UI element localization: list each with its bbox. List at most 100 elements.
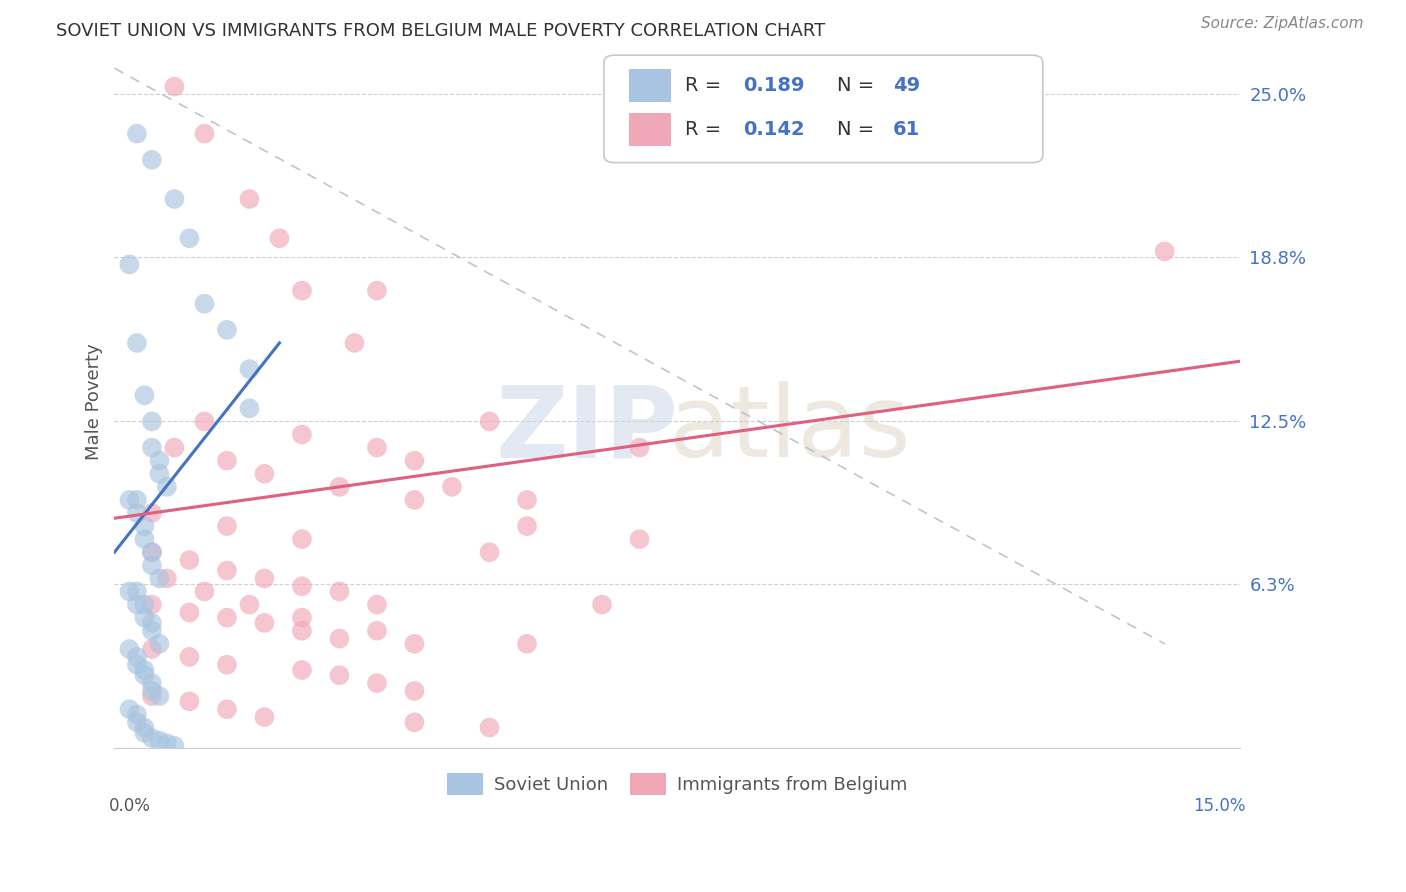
Point	[238, 192, 260, 206]
Point	[215, 519, 238, 533]
Point	[328, 668, 350, 682]
Point	[125, 649, 148, 664]
Point	[215, 657, 238, 672]
Point	[141, 506, 163, 520]
Point	[141, 676, 163, 690]
Point	[215, 702, 238, 716]
FancyBboxPatch shape	[628, 69, 672, 103]
Point	[628, 441, 651, 455]
Point	[591, 598, 613, 612]
Point	[1153, 244, 1175, 259]
Point	[163, 79, 186, 94]
Point	[478, 721, 501, 735]
Point	[125, 506, 148, 520]
Point	[141, 689, 163, 703]
Text: 61: 61	[893, 120, 921, 139]
Point	[516, 519, 538, 533]
Point	[156, 736, 179, 750]
Point	[156, 480, 179, 494]
Point	[179, 553, 201, 567]
Point	[141, 441, 163, 455]
Point	[478, 545, 501, 559]
Point	[134, 721, 156, 735]
Point	[215, 564, 238, 578]
Point	[179, 231, 201, 245]
Text: SOVIET UNION VS IMMIGRANTS FROM BELGIUM MALE POVERTY CORRELATION CHART: SOVIET UNION VS IMMIGRANTS FROM BELGIUM …	[56, 22, 825, 40]
Point	[163, 739, 186, 753]
Point	[118, 584, 141, 599]
Point	[141, 624, 163, 638]
Point	[404, 715, 426, 730]
Point	[134, 663, 156, 677]
Point	[148, 453, 170, 467]
Point	[134, 532, 156, 546]
Point	[141, 684, 163, 698]
Text: 0.189: 0.189	[744, 76, 804, 95]
Point	[163, 441, 186, 455]
Point	[628, 532, 651, 546]
Point	[141, 558, 163, 573]
Point	[125, 707, 148, 722]
Point	[253, 710, 276, 724]
Point	[148, 467, 170, 481]
Point	[118, 492, 141, 507]
Point	[134, 598, 156, 612]
Point	[269, 231, 291, 245]
Point	[291, 610, 314, 624]
Legend: Soviet Union, Immigrants from Belgium: Soviet Union, Immigrants from Belgium	[440, 765, 914, 802]
Point	[440, 480, 463, 494]
Point	[134, 668, 156, 682]
Text: Source: ZipAtlas.com: Source: ZipAtlas.com	[1201, 16, 1364, 31]
Point	[125, 335, 148, 350]
Point	[141, 545, 163, 559]
Text: 0.0%: 0.0%	[108, 797, 150, 815]
Text: 49: 49	[893, 76, 920, 95]
Point	[328, 584, 350, 599]
Point	[179, 694, 201, 708]
Point	[193, 584, 215, 599]
FancyBboxPatch shape	[605, 55, 1043, 162]
Point	[291, 284, 314, 298]
Point	[163, 192, 186, 206]
Point	[404, 492, 426, 507]
Point	[366, 598, 388, 612]
Point	[291, 624, 314, 638]
Point	[125, 492, 148, 507]
Text: R =: R =	[685, 120, 727, 139]
Point	[215, 323, 238, 337]
Point	[291, 663, 314, 677]
Point	[193, 414, 215, 428]
Point	[238, 401, 260, 416]
Point	[193, 127, 215, 141]
Point	[141, 731, 163, 745]
Point	[343, 335, 366, 350]
Point	[291, 427, 314, 442]
Point	[238, 598, 260, 612]
Point	[404, 453, 426, 467]
Point	[404, 684, 426, 698]
FancyBboxPatch shape	[628, 113, 672, 146]
Point	[141, 642, 163, 657]
Point	[148, 637, 170, 651]
Point	[291, 579, 314, 593]
Point	[134, 519, 156, 533]
Text: atlas: atlas	[669, 381, 910, 478]
Text: R =: R =	[685, 76, 727, 95]
Y-axis label: Male Poverty: Male Poverty	[86, 343, 103, 460]
Point	[253, 571, 276, 585]
Point	[516, 637, 538, 651]
Point	[478, 414, 501, 428]
Point	[328, 632, 350, 646]
Point	[148, 733, 170, 747]
Point	[366, 676, 388, 690]
Point	[118, 702, 141, 716]
Point	[125, 715, 148, 730]
Point	[141, 615, 163, 630]
Point	[125, 657, 148, 672]
Point	[404, 637, 426, 651]
Point	[118, 257, 141, 271]
Point	[134, 726, 156, 740]
Text: ZIP: ZIP	[495, 381, 679, 478]
Point	[118, 642, 141, 657]
Point	[134, 388, 156, 402]
